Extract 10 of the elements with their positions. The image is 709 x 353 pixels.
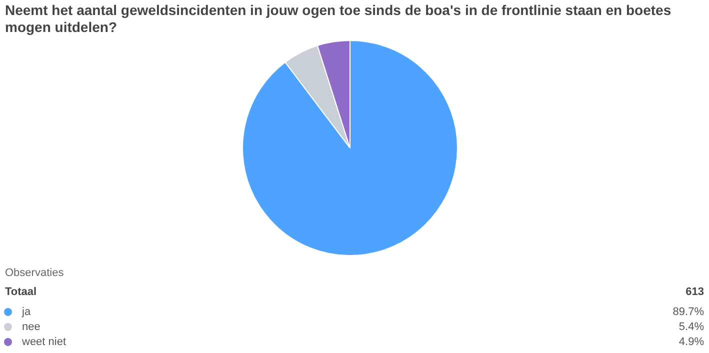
chart-title: Neemt het aantal geweldsincidenten in jouw ogen toe sinds de boa's in de frontlinie staan en boetes mogen uitdelen? — [5, 2, 672, 36]
legend-label: ja — [22, 306, 32, 318]
text: Totaal — [5, 285, 38, 300]
legend-label: weet niet — [22, 336, 68, 348]
data-label: 89.7% — [672, 306, 704, 318]
text: 613 — [686, 285, 704, 300]
data-label: 4.9% — [678, 336, 704, 348]
legend-label: nee — [22, 320, 42, 332]
text: Observaties — [4, 266, 65, 281]
data-label: 5.4% — [678, 320, 704, 332]
